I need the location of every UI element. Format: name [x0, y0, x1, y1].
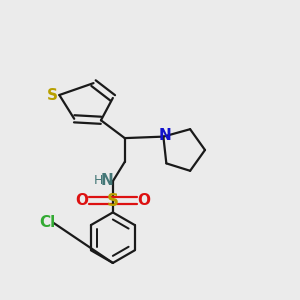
Text: H: H: [94, 174, 103, 187]
Text: N: N: [158, 128, 171, 142]
Text: O: O: [137, 193, 150, 208]
Text: S: S: [46, 88, 57, 103]
Text: N: N: [101, 173, 114, 188]
Text: S: S: [107, 191, 119, 209]
Text: Cl: Cl: [39, 215, 56, 230]
Text: O: O: [75, 193, 88, 208]
